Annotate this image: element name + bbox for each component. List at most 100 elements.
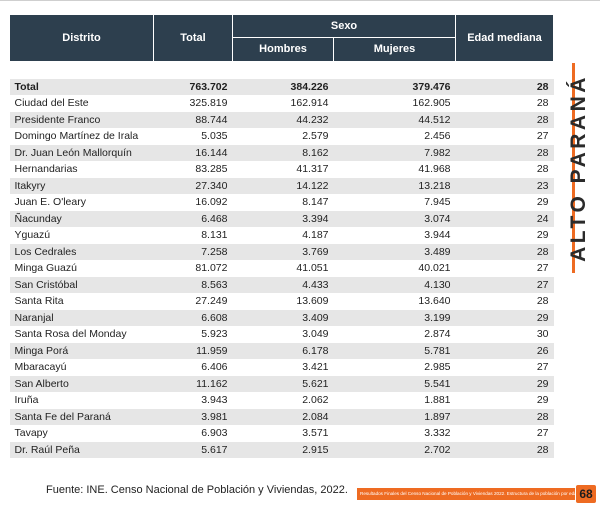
cell-edad-mediana: 28	[455, 243, 554, 260]
cell-total: 11.162	[153, 375, 233, 392]
cell-total: 763.702	[153, 78, 233, 95]
cell-mujeres: 379.476	[333, 78, 456, 95]
cell-distrito: Yguazú	[9, 227, 154, 244]
cell-edad-mediana: 29	[455, 309, 554, 326]
header-hombres: Hombres	[232, 36, 334, 63]
header-distrito: Distrito	[9, 14, 154, 62]
cell-total: 83.285	[153, 161, 233, 178]
cell-mujeres: 40.021	[333, 260, 456, 277]
cell-hombres: 3.049	[232, 326, 334, 343]
table-spacer	[9, 61, 554, 79]
source-note: Fuente: INE. Censo Nacional de Población…	[46, 484, 348, 496]
cell-edad-mediana: 29	[455, 392, 554, 409]
cell-hombres: 6.178	[232, 342, 334, 359]
table-row: San Cristóbal 8.563 4.433 4.130 27	[9, 276, 554, 293]
header-edad-mediana: Edad mediana	[455, 14, 555, 62]
cell-total: 6.903	[153, 425, 233, 442]
table-row: Dr. Raúl Peña 5.617 2.915 2.702 28	[9, 441, 554, 458]
cell-distrito: Santa Rita	[9, 293, 154, 310]
cell-edad-mediana: 28	[455, 144, 554, 161]
cell-edad-mediana: 27	[455, 128, 554, 145]
cell-mujeres: 3.332	[333, 425, 456, 442]
cell-total: 6.468	[153, 210, 233, 227]
cell-distrito: Itakyry	[9, 177, 154, 194]
cell-total: 5.035	[153, 128, 233, 145]
cell-total: 3.981	[153, 408, 233, 425]
table-row: Minga Guazú 81.072 41.051 40.021 27	[9, 260, 554, 277]
cell-distrito: Total	[9, 78, 154, 95]
cell-edad-mediana: 29	[455, 227, 554, 244]
cell-hombres: 2.062	[232, 392, 334, 409]
table-row: Yguazú 8.131 4.187 3.944 29	[9, 227, 554, 244]
region-title: ALTO PARANÁ	[567, 74, 590, 262]
table-row: Presidente Franco 88.744 44.232 44.512 28	[9, 111, 554, 128]
side-accent-bar	[572, 63, 575, 273]
cell-mujeres: 2.702	[333, 441, 456, 458]
cell-total: 11.959	[153, 342, 233, 359]
page-top-border	[0, 0, 600, 1]
table-row: Minga Porá 11.959 6.178 5.781 26	[9, 342, 554, 359]
cell-distrito: Ñacunday	[9, 210, 154, 227]
cell-total: 27.249	[153, 293, 233, 310]
cell-hombres: 8.147	[232, 194, 334, 211]
table-row: Itakyry 27.340 14.122 13.218 23	[9, 177, 554, 194]
cell-edad-mediana: 27	[455, 425, 554, 442]
cell-mujeres: 2.874	[333, 326, 456, 343]
cell-mujeres: 5.541	[333, 375, 456, 392]
cell-hombres: 3.421	[232, 359, 334, 376]
cell-total: 6.608	[153, 309, 233, 326]
table-row: Naranjal 6.608 3.409 3.199 29	[9, 309, 554, 326]
cell-mujeres: 41.968	[333, 161, 456, 178]
cell-distrito: Dr. Raúl Peña	[9, 441, 154, 458]
cell-total: 3.943	[153, 392, 233, 409]
cell-total: 6.406	[153, 359, 233, 376]
cell-hombres: 162.914	[232, 95, 334, 112]
cell-hombres: 3.769	[232, 243, 334, 260]
cell-distrito: Iruña	[9, 392, 154, 409]
cell-mujeres: 2.985	[333, 359, 456, 376]
cell-distrito: Domingo Martínez de Irala	[9, 128, 154, 145]
page-number: 68	[576, 485, 596, 503]
cell-hombres: 41.317	[232, 161, 334, 178]
table-row: Hernandarias 83.285 41.317 41.968 28	[9, 161, 554, 178]
cell-hombres: 3.571	[232, 425, 334, 442]
table-row: Ciudad del Este 325.819 162.914 162.905 28	[9, 95, 554, 112]
cell-hombres: 2.915	[232, 441, 334, 458]
table-row: Dr. Juan León Mallorquín 16.144 8.162 7.982…	[9, 144, 554, 161]
cell-total: 5.617	[153, 441, 233, 458]
cell-distrito: Mbaracayú	[9, 359, 154, 376]
header-mujeres: Mujeres	[332, 36, 457, 63]
table-row: Juan E. O'leary 16.092 8.147 7.945 29	[9, 194, 554, 211]
cell-distrito: Santa Fe del Paraná	[9, 408, 154, 425]
cell-hombres: 3.394	[232, 210, 334, 227]
cell-edad-mediana: 24	[455, 210, 554, 227]
cell-distrito: Presidente Franco	[9, 111, 154, 128]
cell-distrito: Hernandarias	[9, 161, 154, 178]
table-row: San Alberto 11.162 5.621 5.541 29	[9, 375, 554, 392]
cell-total: 8.563	[153, 276, 233, 293]
cell-edad-mediana: 28	[455, 111, 554, 128]
cell-edad-mediana: 27	[455, 276, 554, 293]
cell-edad-mediana: 29	[455, 194, 554, 211]
cell-mujeres: 2.456	[333, 128, 456, 145]
cell-hombres: 44.232	[232, 111, 334, 128]
cell-distrito: Ciudad del Este	[9, 95, 154, 112]
cell-edad-mediana: 28	[455, 78, 554, 95]
cell-hombres: 4.433	[232, 276, 334, 293]
cell-hombres: 2.579	[232, 128, 334, 145]
cell-total: 27.340	[153, 177, 233, 194]
table-total-row: Total 763.702 384.226 379.476 28	[9, 78, 554, 95]
table-row: Santa Fe del Paraná 3.981 2.084 1.897 28	[9, 408, 554, 425]
cell-mujeres: 3.074	[333, 210, 456, 227]
table-row: Ñacunday 6.468 3.394 3.074 24	[9, 210, 554, 227]
cell-mujeres: 13.640	[333, 293, 456, 310]
table-row: Santa Rosa del Monday 5.923 3.049 2.874 30	[9, 326, 554, 343]
cell-edad-mediana: 30	[455, 326, 554, 343]
table-row: Domingo Martínez de Irala 5.035 2.579 2.456…	[9, 128, 554, 145]
cell-mujeres: 3.489	[333, 243, 456, 260]
table-row: Santa Rita 27.249 13.609 13.640 28	[9, 293, 554, 310]
cell-mujeres: 4.130	[333, 276, 456, 293]
cell-edad-mediana: 29	[455, 375, 554, 392]
table-row: Los Cedrales 7.258 3.769 3.489 28	[9, 243, 554, 260]
cell-distrito: Minga Guazú	[9, 260, 154, 277]
